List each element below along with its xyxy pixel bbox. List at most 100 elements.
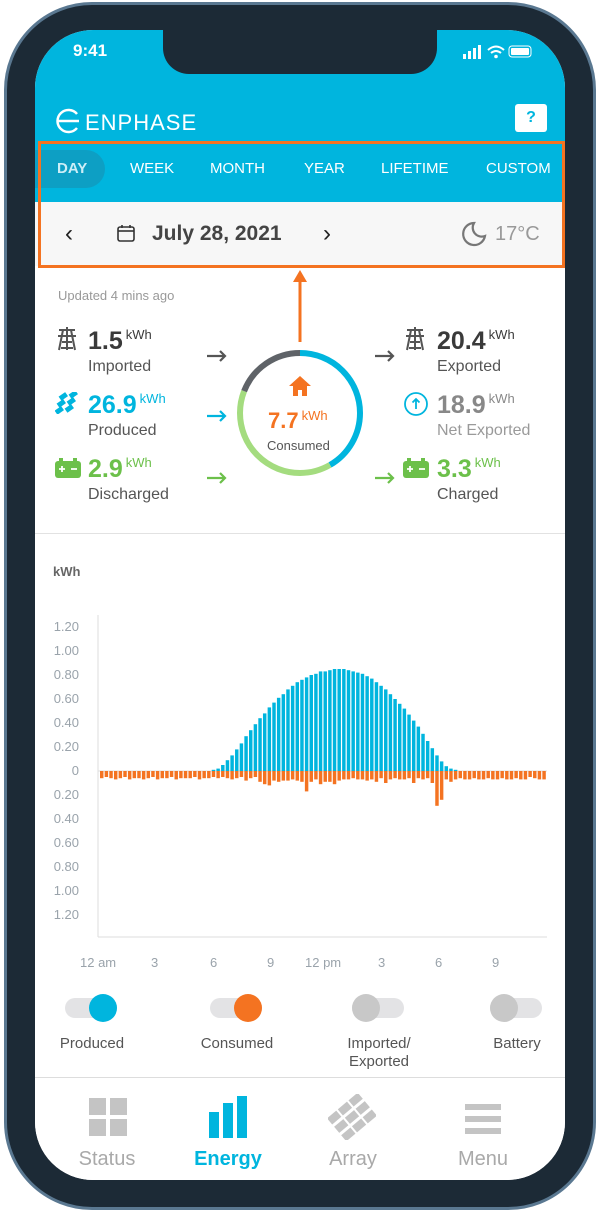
tab-lifetime[interactable]: LIFETIME [381, 160, 449, 177]
prev-day-button[interactable]: ‹ [65, 220, 73, 247]
consumed-bar [425, 771, 430, 779]
calendar-icon[interactable] [117, 224, 135, 242]
moon-icon [462, 221, 487, 247]
next-day-button[interactable]: › [323, 220, 331, 247]
date-label[interactable]: July 28, 2021 [152, 222, 282, 245]
produced-bar [425, 741, 430, 771]
consumed-bar [281, 771, 286, 781]
grid-tower-icon [406, 327, 424, 351]
notch [163, 30, 437, 74]
grid-icon [89, 1098, 127, 1136]
produced-value: 26.9 kWh [88, 391, 166, 419]
y-tick-label: 0.20 [53, 739, 79, 754]
net-exported-value: 18.9 kWh [437, 391, 515, 419]
consumed-bar [183, 771, 188, 779]
consumed-bar [491, 771, 495, 780]
divider [35, 533, 565, 534]
produced-bar [402, 708, 407, 771]
produced-bar [332, 669, 337, 771]
consumed-bar [435, 771, 439, 806]
consumed-bar [127, 771, 132, 780]
y-tick-label: 1.20 [53, 907, 79, 922]
consumed-label: Consumed [267, 438, 330, 453]
produced-bar [439, 761, 444, 771]
bar-chart-icon [209, 1096, 247, 1138]
consumed-bar [235, 771, 239, 779]
help-button[interactable]: ? [515, 104, 547, 132]
bottom-nav: Status Energy Array Menu [35, 1077, 565, 1180]
produced-bar [342, 669, 346, 771]
consumed-bar [514, 771, 518, 779]
consumed-bar [146, 771, 151, 779]
x-tick-label: 12 am [80, 955, 117, 970]
x-tick-label: 6 [210, 955, 218, 970]
produced-bar [453, 769, 458, 771]
consumed-bar [230, 771, 234, 780]
nav-array[interactable]: Array [298, 1078, 408, 1178]
toggle-knob [352, 994, 380, 1022]
produced-bar [276, 697, 281, 771]
consumed-bar [458, 771, 462, 779]
charged-label: Charged [437, 486, 499, 503]
consumed-bar [267, 771, 272, 786]
consumed-bar [304, 771, 309, 792]
produced-bar [244, 736, 248, 771]
consumed-bar [113, 771, 118, 780]
tab-week[interactable]: WEEK [130, 160, 175, 177]
toggle-label: Produced [59, 1035, 125, 1052]
toggle-imported-exported[interactable] [352, 994, 404, 1022]
consumed-bar [151, 771, 155, 777]
toggle-consumed[interactable] [210, 994, 262, 1022]
nav-energy[interactable]: Energy [173, 1078, 283, 1178]
consumed-bar [169, 771, 174, 777]
toggle-battery[interactable] [490, 994, 542, 1022]
charged-value: 3.3 kWh [437, 455, 501, 483]
consumed-bar [374, 771, 379, 782]
toggle-label: Battery [493, 1035, 541, 1052]
consumed-bar [337, 771, 341, 781]
nav-label: Array [329, 1148, 377, 1170]
consumed-bar [314, 771, 318, 780]
nav-status[interactable]: Status [52, 1078, 162, 1178]
consumed-bar [225, 771, 230, 779]
y-tick-label: 0.40 [53, 811, 79, 826]
produced-bar [300, 679, 304, 771]
toggle-produced[interactable] [65, 994, 117, 1022]
produced-bar [365, 676, 369, 771]
produced-bar [328, 670, 332, 771]
nav-menu[interactable]: Menu [428, 1078, 538, 1178]
produced-bar [249, 730, 253, 771]
produced-bar [262, 713, 267, 771]
produced-bar [360, 673, 365, 771]
net-exported-label: Net Exported [437, 422, 531, 439]
produced-bar [281, 694, 286, 771]
consumed-bar [249, 771, 253, 779]
produced-bar [216, 768, 220, 771]
discharged-label: Discharged [88, 486, 169, 503]
consumed-bar [262, 771, 267, 785]
y-tick-label: 0.20 [53, 787, 79, 802]
enphase-logo-icon [56, 108, 79, 134]
produced-bar [374, 682, 379, 771]
consumed-bar [505, 771, 509, 780]
consumed-bar [519, 771, 523, 780]
tab-month[interactable]: MONTH [210, 160, 265, 177]
nav-label: Energy [194, 1148, 262, 1170]
temperature: 17°C [495, 223, 540, 245]
consumed-bar [398, 771, 402, 780]
consumed-bar [360, 771, 365, 780]
consumed-bar [109, 771, 113, 779]
tab-custom[interactable]: CUSTOM [486, 160, 551, 177]
consumed-bar [509, 771, 514, 780]
consumed-bar [202, 771, 206, 779]
imported-value: 1.5 kWh [88, 327, 152, 355]
produced-bar [230, 755, 234, 771]
y-tick-label: 1.00 [53, 643, 79, 658]
toggle-label: Imported/ Exported [347, 1035, 411, 1070]
consumed-bar [449, 771, 453, 782]
home-icon [289, 376, 311, 396]
tab-year[interactable]: YEAR [304, 160, 345, 177]
tab-day[interactable]: DAY [35, 150, 106, 188]
produced-bar [225, 760, 230, 771]
consumed-bar [416, 771, 421, 779]
